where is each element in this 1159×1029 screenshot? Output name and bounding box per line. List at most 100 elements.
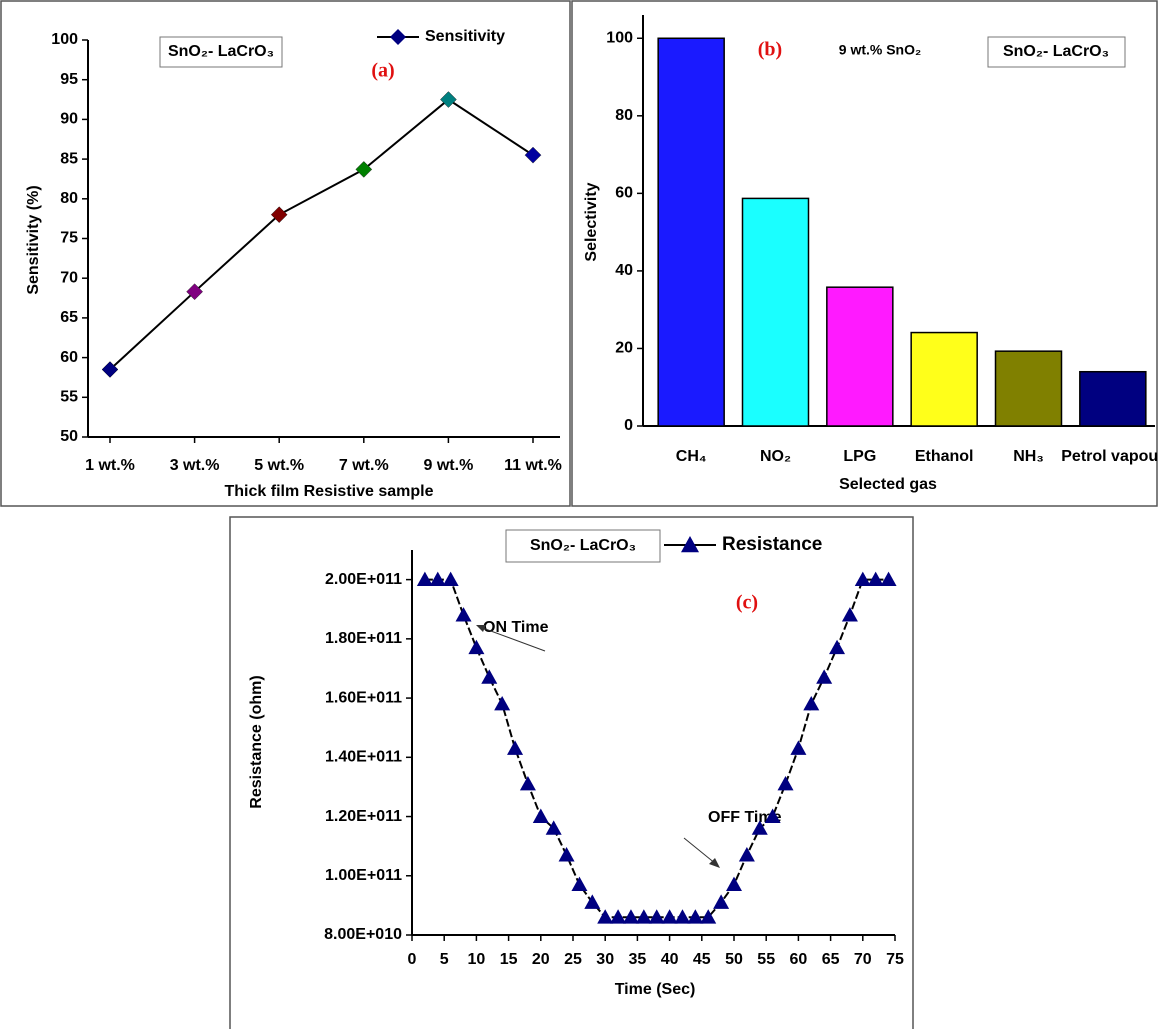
panel-label: (b) [758, 39, 782, 61]
x-tick-label: 5 wt.% [254, 457, 304, 474]
y-tick-label: 95 [60, 71, 78, 88]
x-tick-label: 9 wt.% [424, 457, 474, 474]
x-tick-label: LPG [843, 448, 876, 465]
legend-marker [390, 29, 406, 45]
marker [442, 571, 459, 587]
marker [777, 775, 794, 791]
y-tick-label: 100 [606, 29, 633, 46]
x-tick-label: 75 [886, 951, 904, 968]
marker [880, 571, 897, 587]
bar [826, 286, 894, 427]
legend-marker [681, 536, 699, 553]
marker [816, 669, 833, 684]
marker [532, 808, 549, 823]
marker [700, 909, 717, 924]
label-box [987, 36, 1126, 68]
panel-frame [571, 0, 1158, 507]
marker [524, 146, 542, 164]
y-tick-label: 55 [60, 389, 78, 406]
x-tick-label: 40 [661, 951, 679, 968]
marker [648, 909, 665, 924]
marker [854, 571, 871, 587]
bar [657, 37, 725, 427]
marker [726, 876, 742, 892]
legend-label: Resistance [722, 534, 822, 555]
marker [738, 847, 755, 862]
y-tick-label: 1.20E+011 [325, 808, 402, 825]
y-axis-label: Selectivity [583, 182, 600, 261]
marker [790, 740, 807, 755]
panel-label: (c) [736, 592, 758, 614]
panel-frame [0, 0, 571, 507]
marker [416, 571, 433, 587]
arrow-head [709, 858, 720, 868]
y-axis-label: Sensitivity (%) [25, 185, 42, 294]
x-tick-label: 11 wt.% [504, 457, 562, 474]
y-tick-label: 50 [60, 428, 78, 445]
annotation: OFF Time [708, 809, 782, 826]
marker [101, 361, 119, 378]
y-tick-label: 80 [615, 107, 633, 124]
marker [494, 696, 511, 711]
label-box [159, 36, 283, 68]
y-tick-label: 85 [60, 150, 78, 167]
panel-label: (a) [371, 60, 394, 82]
bar [1079, 370, 1147, 427]
x-tick-label: 7 wt.% [339, 457, 389, 474]
marker [610, 909, 627, 924]
y-tick-label: 60 [60, 349, 78, 366]
y-tick-label: 0 [624, 417, 633, 434]
marker [429, 571, 446, 587]
y-tick-label: 20 [615, 340, 633, 357]
x-tick-label: 55 [757, 951, 775, 968]
x-tick-label: 1 wt.% [85, 457, 135, 474]
x-tick-label: NH₃ [1013, 448, 1044, 465]
marker [687, 909, 704, 924]
x-tick-label: Ethanol [915, 448, 974, 465]
marker [519, 775, 536, 791]
y-tick-label: 90 [60, 111, 78, 128]
marker [867, 571, 884, 587]
bar [910, 331, 978, 427]
y-tick-label: 1.40E+011 [325, 749, 402, 766]
x-tick-label: Petrol vapour [1061, 448, 1159, 465]
marker [584, 894, 601, 909]
x-tick-label: 60 [790, 951, 808, 968]
marker [597, 909, 614, 924]
y-tick-label: 8.00E+010 [324, 926, 402, 943]
x-tick-label: 10 [468, 951, 486, 968]
legend-label: Sensitivity [425, 28, 505, 45]
x-axis-label: Selected gas [839, 476, 937, 493]
x-tick-label: CH₄ [676, 448, 707, 465]
panel-frame [229, 516, 914, 1029]
x-tick-label: 0 [408, 951, 417, 968]
box-label: SnO₂- LaCrO₃ [530, 537, 636, 554]
arrow-head [476, 625, 486, 632]
y-tick-label: 60 [615, 185, 633, 202]
marker [186, 283, 203, 301]
marker [355, 161, 373, 178]
marker [713, 894, 730, 909]
y-tick-label: 1.00E+011 [325, 867, 402, 884]
bar [994, 350, 1063, 427]
x-tick-label: 65 [822, 951, 840, 968]
y-tick-label: 1.80E+011 [325, 630, 402, 647]
marker [571, 876, 588, 892]
marker [440, 91, 457, 108]
marker [622, 909, 639, 924]
x-tick-label: 35 [629, 951, 647, 968]
x-tick-label: 15 [500, 951, 518, 968]
marker [481, 669, 498, 684]
marker [545, 820, 562, 835]
marker [635, 909, 652, 924]
x-tick-label: 30 [596, 951, 614, 968]
marker [841, 607, 858, 622]
marker [751, 820, 768, 835]
x-tick-label: 25 [564, 951, 582, 968]
marker [829, 639, 846, 655]
series-line [109, 98, 534, 371]
marker [507, 740, 524, 755]
x-tick-label: 50 [725, 951, 743, 968]
annotation-arrow [683, 837, 717, 865]
